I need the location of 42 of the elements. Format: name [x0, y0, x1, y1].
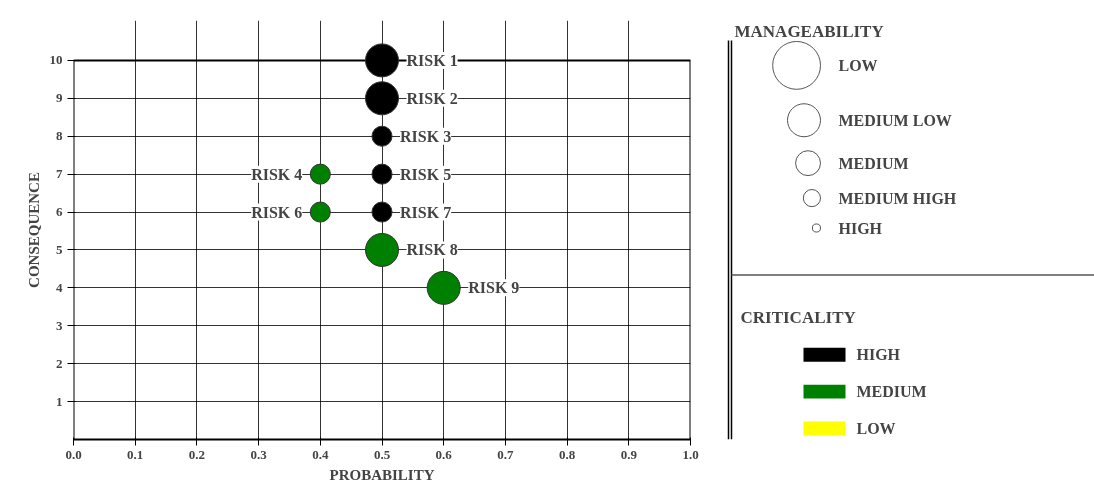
- annotation: RISK 6: [251, 203, 303, 221]
- annotation: RISK 2: [406, 89, 458, 107]
- x-tick-label: 0.2: [188, 446, 206, 462]
- y-tick-label: 5: [56, 241, 63, 257]
- legend-label: LOW: [838, 56, 878, 74]
- x-tick-label: 0.9: [620, 446, 638, 462]
- y-tick-label: 7: [56, 166, 63, 182]
- text: MANAGEABILITY: [734, 21, 884, 41]
- annotation: RISK 7: [400, 203, 452, 221]
- y-tick-label: 3: [56, 317, 63, 333]
- x-tick-label: 0.4: [312, 446, 329, 462]
- x-tick-label: 1.0: [682, 446, 699, 462]
- legend-label: MEDIUM: [856, 383, 927, 401]
- annotation: RISK 3: [400, 127, 452, 145]
- annotation: RISK 1: [406, 51, 458, 69]
- y-tick-label: 1: [56, 393, 63, 409]
- x-tick-label: 0.5: [373, 446, 391, 462]
- y-tick-label: 2: [56, 355, 63, 371]
- annotation: RISK 5: [400, 165, 452, 183]
- y-tick-label: 10: [49, 52, 63, 68]
- y-tick-label: 9: [56, 90, 63, 106]
- legend-label: MEDIUM LOW: [838, 111, 952, 129]
- annotation: RISK 9: [468, 279, 520, 297]
- legend-label: HIGH: [856, 346, 901, 364]
- annotation: RISK 8: [406, 241, 458, 259]
- x-tick-label: 0.1: [127, 446, 144, 462]
- x-axis-title: PROBABILITY: [329, 466, 435, 483]
- legend-label: LOW: [856, 420, 896, 438]
- y-axis-title: CONSEQUENCE: [25, 172, 42, 288]
- x-tick-label: 0.0: [65, 446, 82, 462]
- x-tick-label: 0.3: [250, 446, 268, 462]
- annotation: RISK 4: [251, 165, 303, 183]
- x-tick-label: 0.6: [435, 446, 453, 462]
- y-tick-label: 4: [56, 279, 63, 295]
- y-tick-label: 6: [56, 204, 63, 220]
- x-tick-label: 0.8: [558, 446, 576, 462]
- legend-label: MEDIUM HIGH: [838, 189, 957, 207]
- legend-label: HIGH: [838, 219, 883, 237]
- legend-label: MEDIUM: [838, 154, 909, 172]
- x-tick-label: 0.7: [497, 446, 515, 462]
- y-tick-label: 8: [56, 128, 63, 144]
- legend-title: CRITICALITY: [740, 308, 856, 328]
